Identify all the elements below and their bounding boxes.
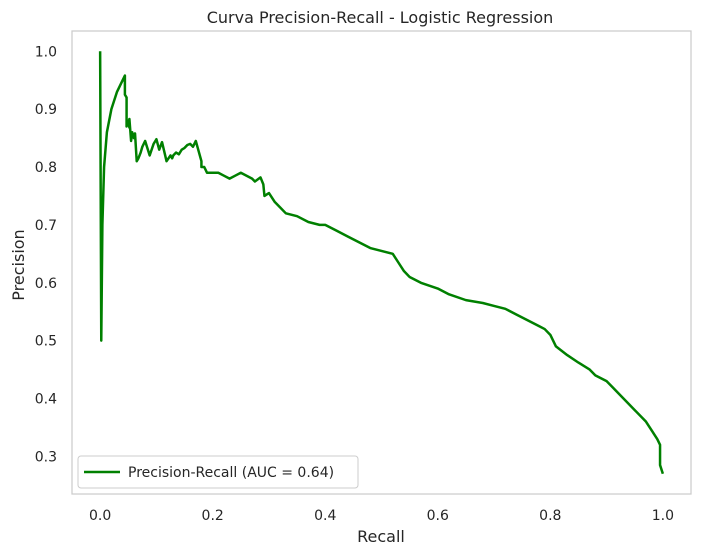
x-tick-label: 0.0	[89, 508, 111, 524]
x-tick-label: 0.6	[427, 508, 449, 524]
x-axis-ticks: 0.0 0.2 0.4 0.6 0.8 1.0	[89, 508, 674, 524]
x-tick-label: 0.2	[202, 508, 224, 524]
y-axis-label: Precision	[9, 229, 28, 300]
y-tick-label: 0.3	[35, 449, 57, 465]
x-tick-label: 0.8	[539, 508, 561, 524]
legend: Precision-Recall (AUC = 0.64)	[77, 455, 359, 489]
y-tick-label: 0.5	[35, 334, 57, 350]
legend-label: Precision-Recall (AUC = 0.64)	[128, 465, 334, 481]
y-tick-label: 0.9	[35, 102, 57, 118]
y-tick-label: 0.6	[35, 276, 57, 292]
series-layer	[98, 51, 665, 475]
x-tick-label: 1.0	[652, 508, 674, 524]
legend-box	[77, 455, 359, 489]
x-tick-label: 0.4	[314, 508, 336, 524]
chart-title: Curva Precision-Recall - Logistic Regres…	[207, 8, 554, 27]
y-tick-label: 0.4	[35, 392, 57, 408]
y-tick-label: 0.8	[35, 160, 57, 176]
x-axis-label: Recall	[357, 527, 405, 546]
y-axis-ticks: 0.3 0.4 0.5 0.6 0.7 0.8 0.9 1.0	[35, 44, 57, 465]
y-tick-label: 0.7	[35, 218, 57, 234]
series-line	[98, 51, 665, 475]
y-tick-label: 1.0	[35, 44, 57, 60]
plot-area	[71, 30, 692, 495]
